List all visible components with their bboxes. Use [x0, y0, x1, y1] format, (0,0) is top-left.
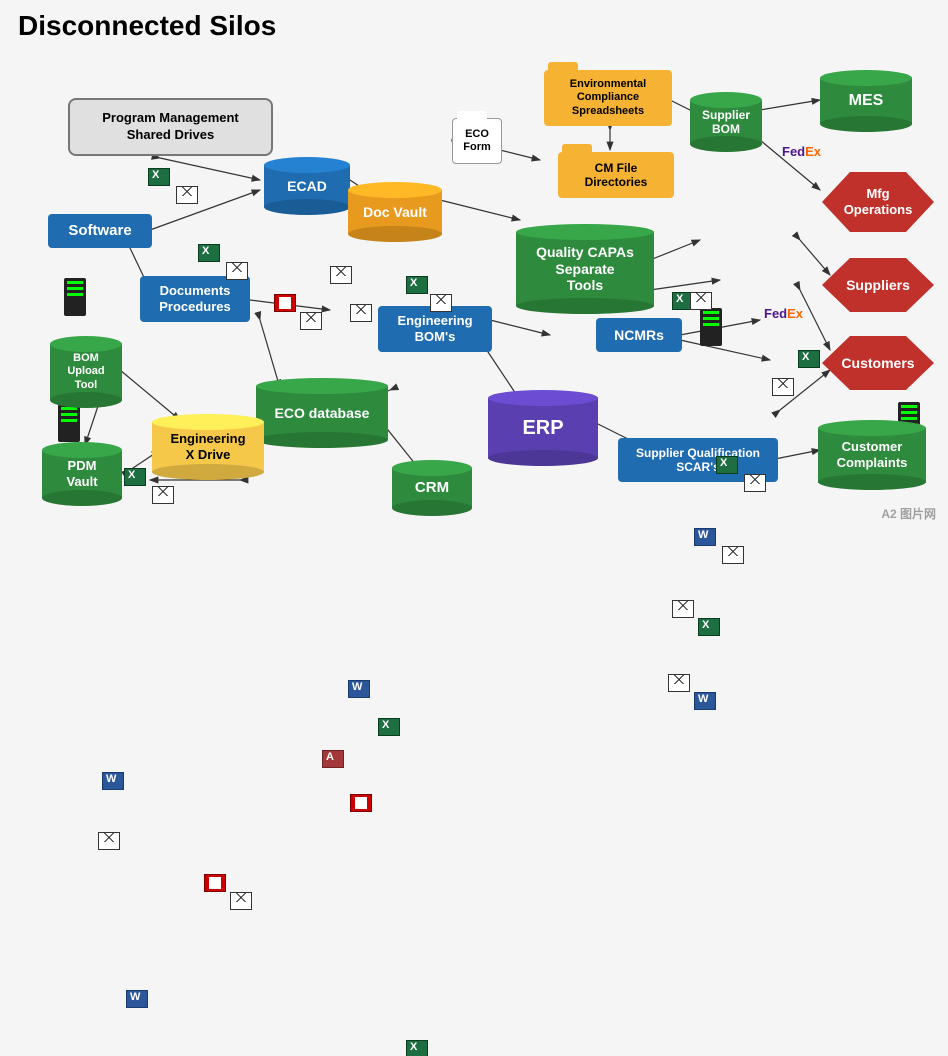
access-icon: [322, 750, 344, 768]
node-label: Doc Vault: [359, 200, 431, 225]
node-label: SupplierBOM: [698, 104, 754, 141]
node-label: CRM: [411, 475, 453, 501]
watermark: A2 图片网: [881, 505, 936, 522]
envelope-icon: [690, 292, 712, 310]
node-quality-capas: Quality CAPAsSeparateTools: [516, 232, 654, 306]
node-label: Quality CAPAsSeparateTools: [532, 240, 638, 298]
node-cm-directories: CM FileDirectories: [558, 152, 674, 198]
envelope-icon: [98, 832, 120, 850]
node-label: EngineeringBOM's: [397, 313, 472, 344]
pdf-icon: [274, 294, 296, 312]
node-eng-x-drive: EngineeringX Drive: [152, 422, 264, 472]
envelope-icon: [722, 546, 744, 564]
fedex-logo: FedEx: [764, 306, 803, 321]
word-icon: [348, 680, 370, 698]
server-icon: [58, 404, 80, 442]
excel-icon: [378, 718, 400, 736]
node-label: BOMUploadTool: [63, 348, 108, 396]
node-software: Software: [48, 214, 152, 248]
envelope-icon: [430, 294, 452, 312]
envelope-icon: [772, 378, 794, 396]
excel-icon: [124, 468, 146, 486]
node-doc-vault: Doc Vault: [348, 190, 442, 234]
node-env-compliance: EnvironmentalComplianceSpreadsheets: [544, 70, 672, 126]
node-label: Program ManagementShared Drives: [102, 110, 239, 144]
node-label: Customers: [841, 355, 914, 372]
node-label: MES: [845, 87, 888, 114]
node-supplier-bom: SupplierBOM: [690, 100, 762, 144]
envelope-icon: [230, 892, 252, 910]
excel-icon: [198, 244, 220, 262]
node-crm: CRM: [392, 468, 472, 508]
node-erp: ERP: [488, 398, 598, 458]
excel-icon: [798, 350, 820, 368]
node-label: NCMRs: [614, 327, 664, 344]
excel-icon: [716, 456, 738, 474]
node-label: ECO database: [271, 401, 374, 426]
node-label: ERP: [518, 412, 567, 444]
envelope-icon: [176, 186, 198, 204]
envelope-icon: [744, 474, 766, 492]
envelope-icon: [350, 304, 372, 322]
word-icon: [694, 528, 716, 546]
node-label: CM FileDirectories: [585, 161, 648, 190]
excel-icon: [406, 276, 428, 294]
node-ncmrs: NCMRs: [596, 318, 682, 352]
node-label: Software: [68, 222, 131, 240]
node-shared-drives: Program ManagementShared Drives: [68, 98, 273, 156]
node-label: ECOForm: [463, 128, 491, 154]
word-icon: [694, 692, 716, 710]
envelope-icon: [152, 486, 174, 504]
envelope-icon: [226, 262, 248, 280]
envelope-icon: [668, 674, 690, 692]
server-icon: [64, 278, 86, 316]
node-customer-complaints: CustomerComplaints: [818, 428, 926, 482]
node-ecad: ECAD: [264, 165, 350, 207]
node-label: EngineeringX Drive: [166, 427, 249, 466]
node-label: EnvironmentalComplianceSpreadsheets: [570, 78, 646, 118]
word-icon: [126, 990, 148, 1008]
node-label: Supplier QualificationSCAR's: [636, 446, 760, 475]
node-documents: DocumentsProcedures: [140, 276, 250, 322]
excel-icon: [148, 168, 170, 186]
node-bom-upload: BOMUploadTool: [50, 344, 122, 400]
node-eco-database: ECO database: [256, 386, 388, 440]
diagram-title: Disconnected Silos: [18, 10, 276, 42]
node-label: Suppliers: [846, 277, 910, 294]
pdf-icon: [350, 794, 372, 812]
node-label: MfgOperations: [844, 186, 913, 217]
envelope-icon: [330, 266, 352, 284]
node-label: DocumentsProcedures: [159, 283, 231, 314]
node-label: ECAD: [283, 174, 331, 199]
server-icon: [700, 308, 722, 346]
node-eng-boms: EngineeringBOM's: [378, 306, 492, 352]
node-label: PDMVault: [62, 454, 101, 493]
envelope-icon: [672, 600, 694, 618]
node-label: CustomerComplaints: [833, 435, 912, 474]
excel-icon: [406, 1040, 428, 1056]
envelope-icon: [300, 312, 322, 330]
node-pdm-vault: PDMVault: [42, 450, 122, 498]
pdf-icon: [204, 874, 226, 892]
fedex-logo: FedEx: [782, 144, 821, 159]
node-mes: MES: [820, 78, 912, 124]
node-eco-form: ECOForm: [452, 118, 502, 164]
word-icon: [102, 772, 124, 790]
excel-icon: [698, 618, 720, 636]
